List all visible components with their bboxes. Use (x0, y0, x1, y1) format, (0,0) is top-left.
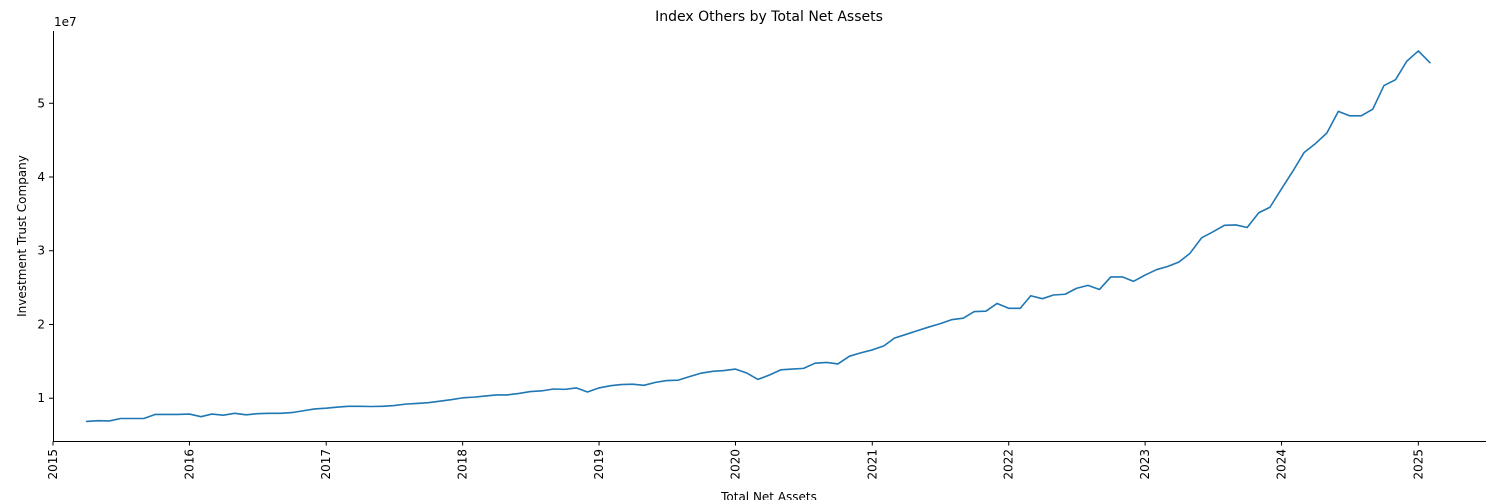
x-tick-label: 2019 (592, 449, 606, 480)
x-axis-label: Total Net Assets (720, 490, 817, 500)
x-tick-label: 2017 (319, 449, 333, 480)
x-tick-label: 2020 (728, 449, 742, 480)
y-axis-label: Investment Trust Company (15, 155, 29, 317)
y-tick-label: 1 (37, 391, 45, 405)
x-tick-label: 2024 (1275, 449, 1289, 480)
x-tick-label: 2015 (46, 449, 60, 480)
plot-series (85, 50, 1431, 423)
series-line-0 (85, 50, 1431, 423)
x-tick-label: 2018 (456, 449, 470, 480)
x-tick-label: 2022 (1002, 449, 1016, 480)
x-tick-label: 2025 (1411, 449, 1425, 480)
x-tick-label: 2023 (1138, 449, 1152, 480)
y-tick-label: 2 (37, 317, 45, 331)
y-tick-label: 5 (37, 96, 45, 110)
x-ticks: 2015 2016 2017 2018 2019 2020 2021 2022 2023 2024… (46, 441, 1425, 480)
y-ticks: 1 2 3 4 5 (37, 96, 53, 405)
x-tick-label: 2016 (182, 449, 196, 480)
y-tick-label: 3 (37, 244, 45, 258)
y-tick-label: 4 (37, 170, 45, 184)
x-tick-label: 2021 (865, 449, 879, 480)
chart-title: Index Others by Total Net Assets (655, 9, 883, 25)
y-offset-label: 1e7 (54, 15, 77, 29)
